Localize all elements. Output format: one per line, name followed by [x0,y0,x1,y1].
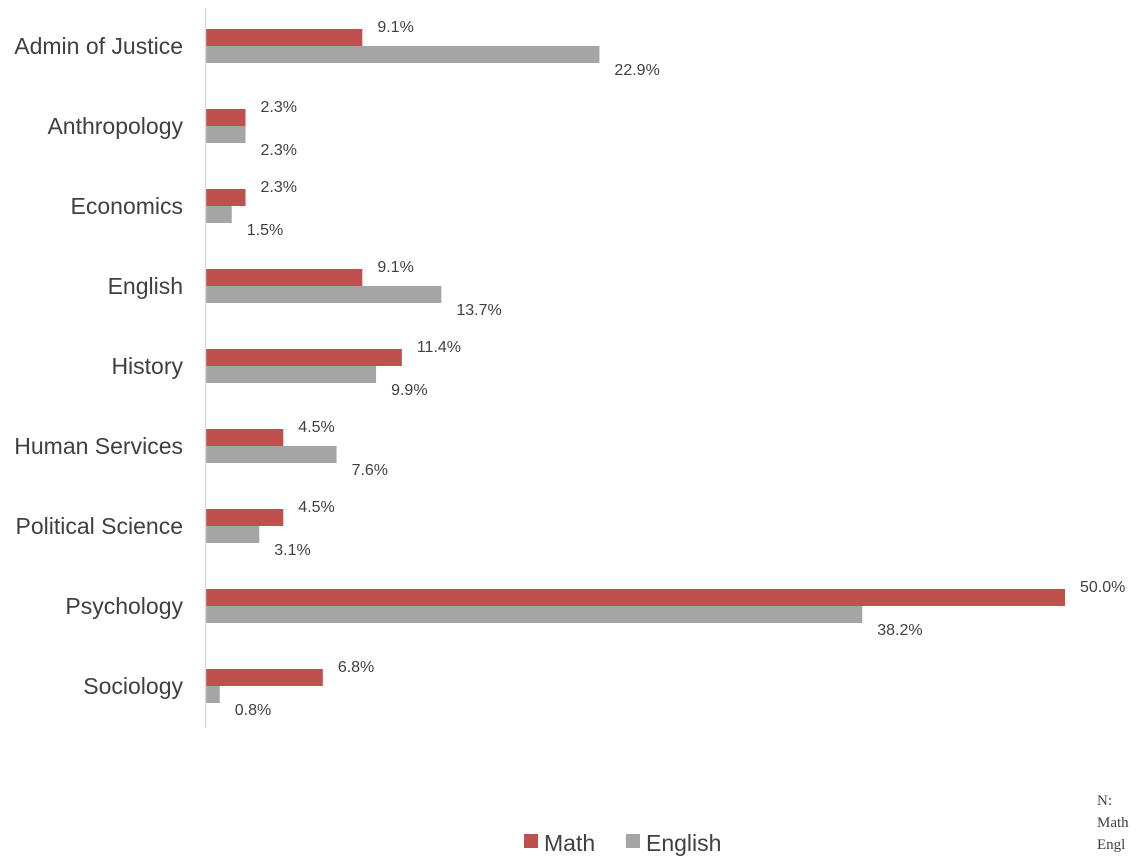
value-label-math-english: 9.1% [377,259,413,276]
bar-math-admin-of-justice [206,29,363,46]
bar-english-human-services [206,446,337,463]
category-label-english: English [108,273,183,299]
category-label-sociology: Sociology [83,673,183,699]
bars-layer [206,29,1065,703]
value-label-math-sociology: 6.8% [338,659,374,676]
value-label-math-psychology: 50.0% [1080,579,1125,596]
bar-english-economics [206,206,232,223]
category-label-anthropology: Anthropology [47,113,183,139]
note-line-english: Engl [1097,837,1126,853]
bar-math-english [206,269,363,286]
legend-swatch-math [524,834,538,848]
value-label-english-psychology: 38.2% [877,622,922,639]
note-line-math: Math [1097,815,1129,831]
category-label-history: History [111,353,183,379]
value-label-math-human-services: 4.5% [298,419,334,436]
bar-english-political-science [206,526,260,543]
value-label-english-english: 13.7% [456,302,501,319]
legend: Math English [524,830,721,856]
value-label-english-sociology: 0.8% [235,702,271,719]
legend-label-english: English [646,830,721,856]
bar-math-history [206,349,402,366]
category-label-admin-of-justice: Admin of Justice [14,33,183,59]
bar-english-anthropology [206,126,246,143]
category-label-political-science: Political Science [16,513,183,539]
bar-english-sociology [206,686,220,703]
legend-swatch-english [626,834,640,848]
bar-math-sociology [206,669,323,686]
bar-english-psychology [206,606,863,623]
category-labels: Admin of Justice Anthropology Economics Eng… [14,33,183,699]
bar-english-english [206,286,442,303]
value-label-english-admin-of-justice: 22.9% [614,62,659,79]
value-label-math-economics: 2.3% [261,179,297,196]
value-label-math-admin-of-justice: 9.1% [377,19,413,36]
value-label-english-political-science: 3.1% [274,542,310,559]
bar-math-human-services [206,429,284,446]
category-label-psychology: Psychology [65,593,183,619]
bar-english-admin-of-justice [206,46,600,63]
note-title: N: [1097,793,1112,809]
bar-math-psychology [206,589,1065,606]
category-label-human-services: Human Services [14,433,183,459]
bar-math-economics [206,189,246,206]
bar-math-political-science [206,509,284,526]
value-label-english-anthropology: 2.3% [261,142,297,159]
bar-english-history [206,366,377,383]
legend-label-math: Math [544,830,595,856]
value-label-english-economics: 1.5% [247,222,283,239]
sample-size-note: N: Math Engl [1097,790,1140,856]
value-label-math-history: 11.4% [417,339,461,356]
value-label-math-anthropology: 2.3% [261,99,297,116]
value-label-math-political-science: 4.5% [298,499,334,516]
bar-math-anthropology [206,109,246,126]
category-label-economics: Economics [71,193,183,219]
value-label-english-human-services: 7.6% [352,462,388,479]
value-label-english-history: 9.9% [391,382,427,399]
value-labels: 9.1% 22.9% 2.3% 2.3% 2.3% 1.5% 9.1% 13.7% 11.4% 9… [235,19,1126,719]
